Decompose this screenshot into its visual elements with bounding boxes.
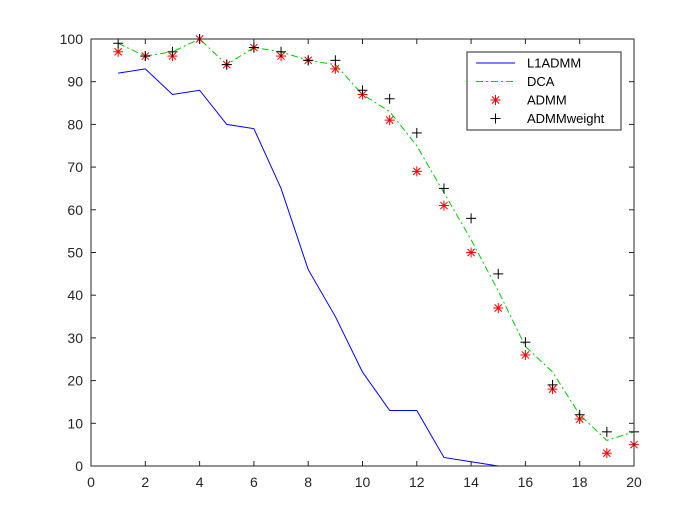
data-point-admmweight: [113, 38, 124, 49]
data-point-admmweight: [384, 93, 395, 104]
data-point-admmweight: [601, 426, 612, 437]
x-tick-label: 8: [304, 474, 312, 490]
data-point-admmweight: [248, 42, 259, 53]
data-point-admm: [411, 166, 422, 177]
data-point-admm: [466, 247, 477, 258]
series-line-dca: [117, 38, 635, 441]
y-tick-label: 90: [67, 74, 83, 90]
legend-entry-admmweight: ADMMweight: [490, 111, 605, 126]
series-layer: [113, 34, 639, 467]
data-point-admmweight: [574, 409, 585, 420]
y-tick-label: 100: [60, 31, 84, 47]
y-tick-label: 30: [67, 330, 83, 346]
data-point-admm: [384, 115, 395, 126]
legend-entry-dca: DCA: [476, 74, 555, 89]
data-point-admmweight: [520, 337, 531, 348]
data-point-admmweight: [303, 55, 314, 66]
x-tick-label: 16: [518, 474, 534, 490]
legend-swatch: [490, 113, 501, 124]
data-point-admmweight: [140, 51, 151, 62]
data-point-admmweight: [167, 46, 178, 57]
y-axis-tick-labels: 0 10 20 30 40 50 60 70 80 90 100: [60, 31, 84, 474]
legend-items: L1ADMM DCA ADMM ADMMweight: [476, 56, 605, 126]
data-point-admm: [438, 200, 449, 211]
x-tick-label: 12: [409, 474, 425, 490]
y-tick-label: 0: [75, 458, 83, 474]
data-point-admmweight: [547, 379, 558, 390]
y-tick-label: 20: [67, 373, 83, 389]
legend-box: [466, 51, 622, 131]
y-tick-label: 50: [67, 245, 83, 261]
data-point-admmweight: [438, 183, 449, 194]
y-tick-label: 40: [67, 287, 83, 303]
x-tick-label: 20: [626, 474, 642, 490]
data-point-admmweight: [276, 46, 287, 57]
x-tick-label: 6: [250, 474, 258, 490]
data-point-admmweight: [466, 213, 477, 224]
x-tick-label: 0: [87, 474, 95, 490]
data-point-admm: [493, 303, 504, 314]
series-dca: [117, 38, 635, 441]
legend-label: L1ADMM: [527, 56, 581, 71]
data-point-admmweight: [357, 85, 368, 96]
x-tick-label: 14: [463, 474, 479, 490]
x-tick-label: 2: [141, 474, 149, 490]
data-point-admmweight: [221, 59, 232, 70]
data-point-admm: [601, 448, 612, 459]
legend: L1ADMM DCA ADMM ADMMweight: [466, 51, 622, 131]
legend-label: DCA: [527, 74, 555, 89]
axis-ticks: [90, 38, 635, 467]
x-tick-label: 4: [196, 474, 204, 490]
legend-entry-admm: ADMM: [490, 93, 567, 108]
y-tick-label: 60: [67, 202, 83, 218]
x-tick-label: 10: [355, 474, 371, 490]
data-point-admm: [520, 349, 531, 360]
y-tick-label: 80: [67, 116, 83, 132]
y-tick-label: 70: [67, 159, 83, 175]
legend-swatch: [490, 95, 501, 105]
data-point-admm: [113, 46, 124, 57]
legend-label: ADMM: [527, 93, 567, 108]
x-axis-tick-labels: 0 2 4 6 8 10 12 14 16 18 20: [87, 474, 642, 490]
data-point-admmweight: [493, 268, 504, 279]
x-tick-label: 18: [572, 474, 588, 490]
y-tick-label: 10: [67, 415, 83, 431]
data-point-admmweight: [330, 55, 341, 66]
legend-entry-l1admm: L1ADMM: [476, 56, 581, 71]
legend-label: ADMMweight: [527, 111, 605, 126]
data-point-admm: [330, 63, 341, 74]
data-point-admmweight: [411, 127, 422, 138]
